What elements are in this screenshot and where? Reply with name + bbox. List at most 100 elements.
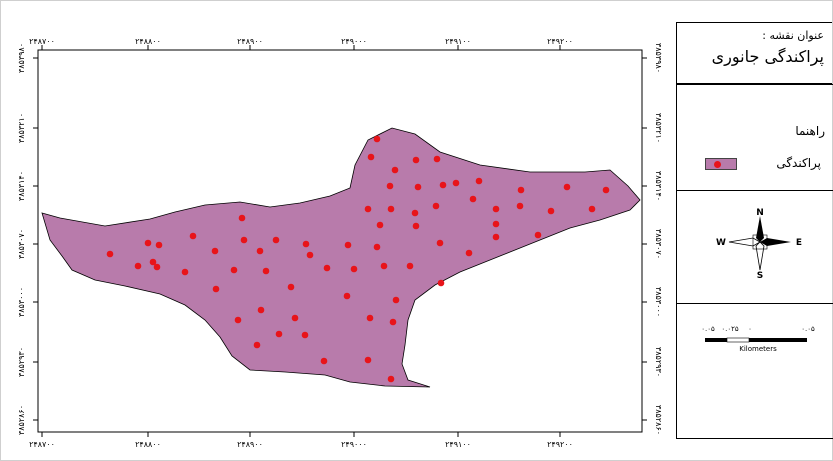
scale-label-0: ۰.۰۵ — [701, 325, 715, 333]
distribution-point — [517, 186, 525, 194]
legend-swatch — [705, 158, 737, 170]
distribution-points — [106, 135, 610, 383]
map-border — [37, 49, 643, 433]
distribution-point — [492, 233, 500, 241]
distribution-point — [291, 314, 299, 322]
distribution-point — [452, 179, 460, 187]
left-y-tick-label: ۳۸۵۳۰۷۰ — [17, 229, 26, 259]
distribution-point — [238, 214, 246, 222]
distribution-point — [253, 341, 261, 349]
distribution-point — [588, 205, 596, 213]
map-title-box: عنوان نقشه : پراکندگی جانوری — [676, 22, 832, 84]
east-label: E — [796, 238, 802, 248]
distribution-point — [257, 306, 265, 314]
side-panel — [676, 84, 833, 439]
scale-label-3: ۰.۰۵ — [801, 325, 815, 333]
bottom-x-tick-label: ۲۴۸۸۰۰ — [135, 440, 161, 449]
distribution-point — [343, 292, 351, 300]
distribution-point — [406, 262, 414, 270]
left-y-tick-label: ۳۸۵۳۱۴۰ — [17, 171, 26, 201]
distribution-point — [437, 279, 445, 287]
bottom-x-tick-label: ۲۴۸۷۰۰ — [29, 440, 55, 449]
bottom-x-tick-label: ۲۴۸۹۰۰ — [237, 440, 263, 449]
north-label: N — [756, 208, 764, 218]
distribution-point — [389, 318, 397, 326]
left-y-tick-label: ۳۸۵۲۹۳۰ — [17, 347, 26, 377]
distribution-point — [149, 258, 157, 266]
coordinate-ticks: ۲۴۸۷۰۰ ۲۴۸۸۰۰ ۲۴۸۹۰۰ ۲۴۹۰۰۰ ۲۴۹۱۰۰ ۲۴۹۲۰۰ ۲۴۸۷… — [17, 37, 663, 449]
distribution-point — [492, 220, 500, 228]
right-y-tick-label: ۳۸۵۳۹۸۰ — [654, 43, 663, 73]
distribution-point — [602, 186, 610, 194]
legend-divider — [676, 190, 833, 191]
legend-heading: راهنما — [795, 124, 825, 138]
distribution-point — [439, 181, 447, 189]
distribution-point — [302, 240, 310, 248]
distribution-point — [475, 177, 483, 185]
distribution-point — [414, 183, 422, 191]
distribution-point — [391, 166, 399, 174]
right-y-tick-label: ۳۸۵۳۰۷۰ — [654, 229, 663, 259]
distribution-point — [320, 357, 328, 365]
top-x-tick-label: ۲۴۹۰۰۰ — [341, 37, 367, 46]
distribution-point — [469, 195, 477, 203]
distribution-point — [380, 262, 388, 270]
north-arrow: N S W E — [716, 208, 802, 278]
distribution-point — [189, 232, 197, 240]
distribution-point — [262, 267, 270, 275]
distribution-point — [433, 155, 441, 163]
study-area-polygon — [41, 127, 641, 388]
right-y-tick-label: ۳۸۵۳۲۱۰ — [654, 113, 663, 143]
distribution-point — [373, 135, 381, 143]
distribution-point — [134, 262, 142, 270]
distribution-point — [344, 241, 352, 249]
legend-item-label: پراکندگی — [776, 156, 821, 170]
map-title: پراکندگی جانوری — [711, 47, 824, 66]
distribution-point — [212, 285, 220, 293]
distribution-point — [230, 266, 238, 274]
distribution-point — [364, 356, 372, 364]
distribution-point — [256, 247, 264, 255]
distribution-point — [492, 205, 500, 213]
distribution-point — [547, 207, 555, 215]
north-divider — [676, 303, 833, 304]
right-y-tick-label: ۳۸۵۲۸۶۰ — [654, 405, 663, 435]
distribution-point — [301, 331, 309, 339]
map-title-label: عنوان نقشه : — [762, 29, 824, 42]
right-y-tick-label: ۳۸۵۳۱۴۰ — [654, 171, 663, 201]
distribution-point — [392, 296, 400, 304]
south-label: S — [757, 271, 763, 278]
distribution-point — [364, 205, 372, 213]
distribution-point — [272, 236, 280, 244]
north-arrow-icon — [756, 216, 764, 242]
distribution-point — [323, 264, 331, 272]
distribution-point — [240, 236, 248, 244]
distribution-point — [181, 268, 189, 276]
top-x-tick-label: ۲۴۸۹۰۰ — [237, 37, 263, 46]
distribution-point — [436, 239, 444, 247]
panel-top-border — [676, 84, 833, 85]
distribution-point — [411, 209, 419, 217]
bottom-x-tick-label: ۲۴۹۲۰۰ — [547, 440, 573, 449]
distribution-point — [153, 263, 161, 271]
distribution-point — [563, 183, 571, 191]
west-label: W — [716, 238, 726, 248]
distribution-point — [432, 202, 440, 210]
top-x-tick-label: ۲۴۹۲۰۰ — [547, 37, 573, 46]
distribution-point — [534, 231, 542, 239]
bottom-x-tick-label: ۲۴۹۱۰۰ — [445, 440, 471, 449]
distribution-point — [373, 243, 381, 251]
distribution-point — [144, 239, 152, 247]
left-y-tick-label: ۳۸۵۳۰۰۰ — [17, 287, 26, 317]
distribution-point — [275, 330, 283, 338]
distribution-point — [366, 314, 374, 322]
distribution-point — [106, 250, 114, 258]
distribution-point — [516, 202, 524, 210]
distribution-point — [350, 265, 358, 273]
distribution-point — [387, 375, 395, 383]
distribution-point — [465, 249, 473, 257]
scale-bar: ۰.۰۵ ۰.۰۲۵ ۰ ۰.۰۵ Kilometers — [701, 325, 815, 353]
top-x-tick-label: ۲۴۸۸۰۰ — [135, 37, 161, 46]
bottom-x-tick-label: ۲۴۹۰۰۰ — [341, 440, 367, 449]
distribution-point — [367, 153, 375, 161]
